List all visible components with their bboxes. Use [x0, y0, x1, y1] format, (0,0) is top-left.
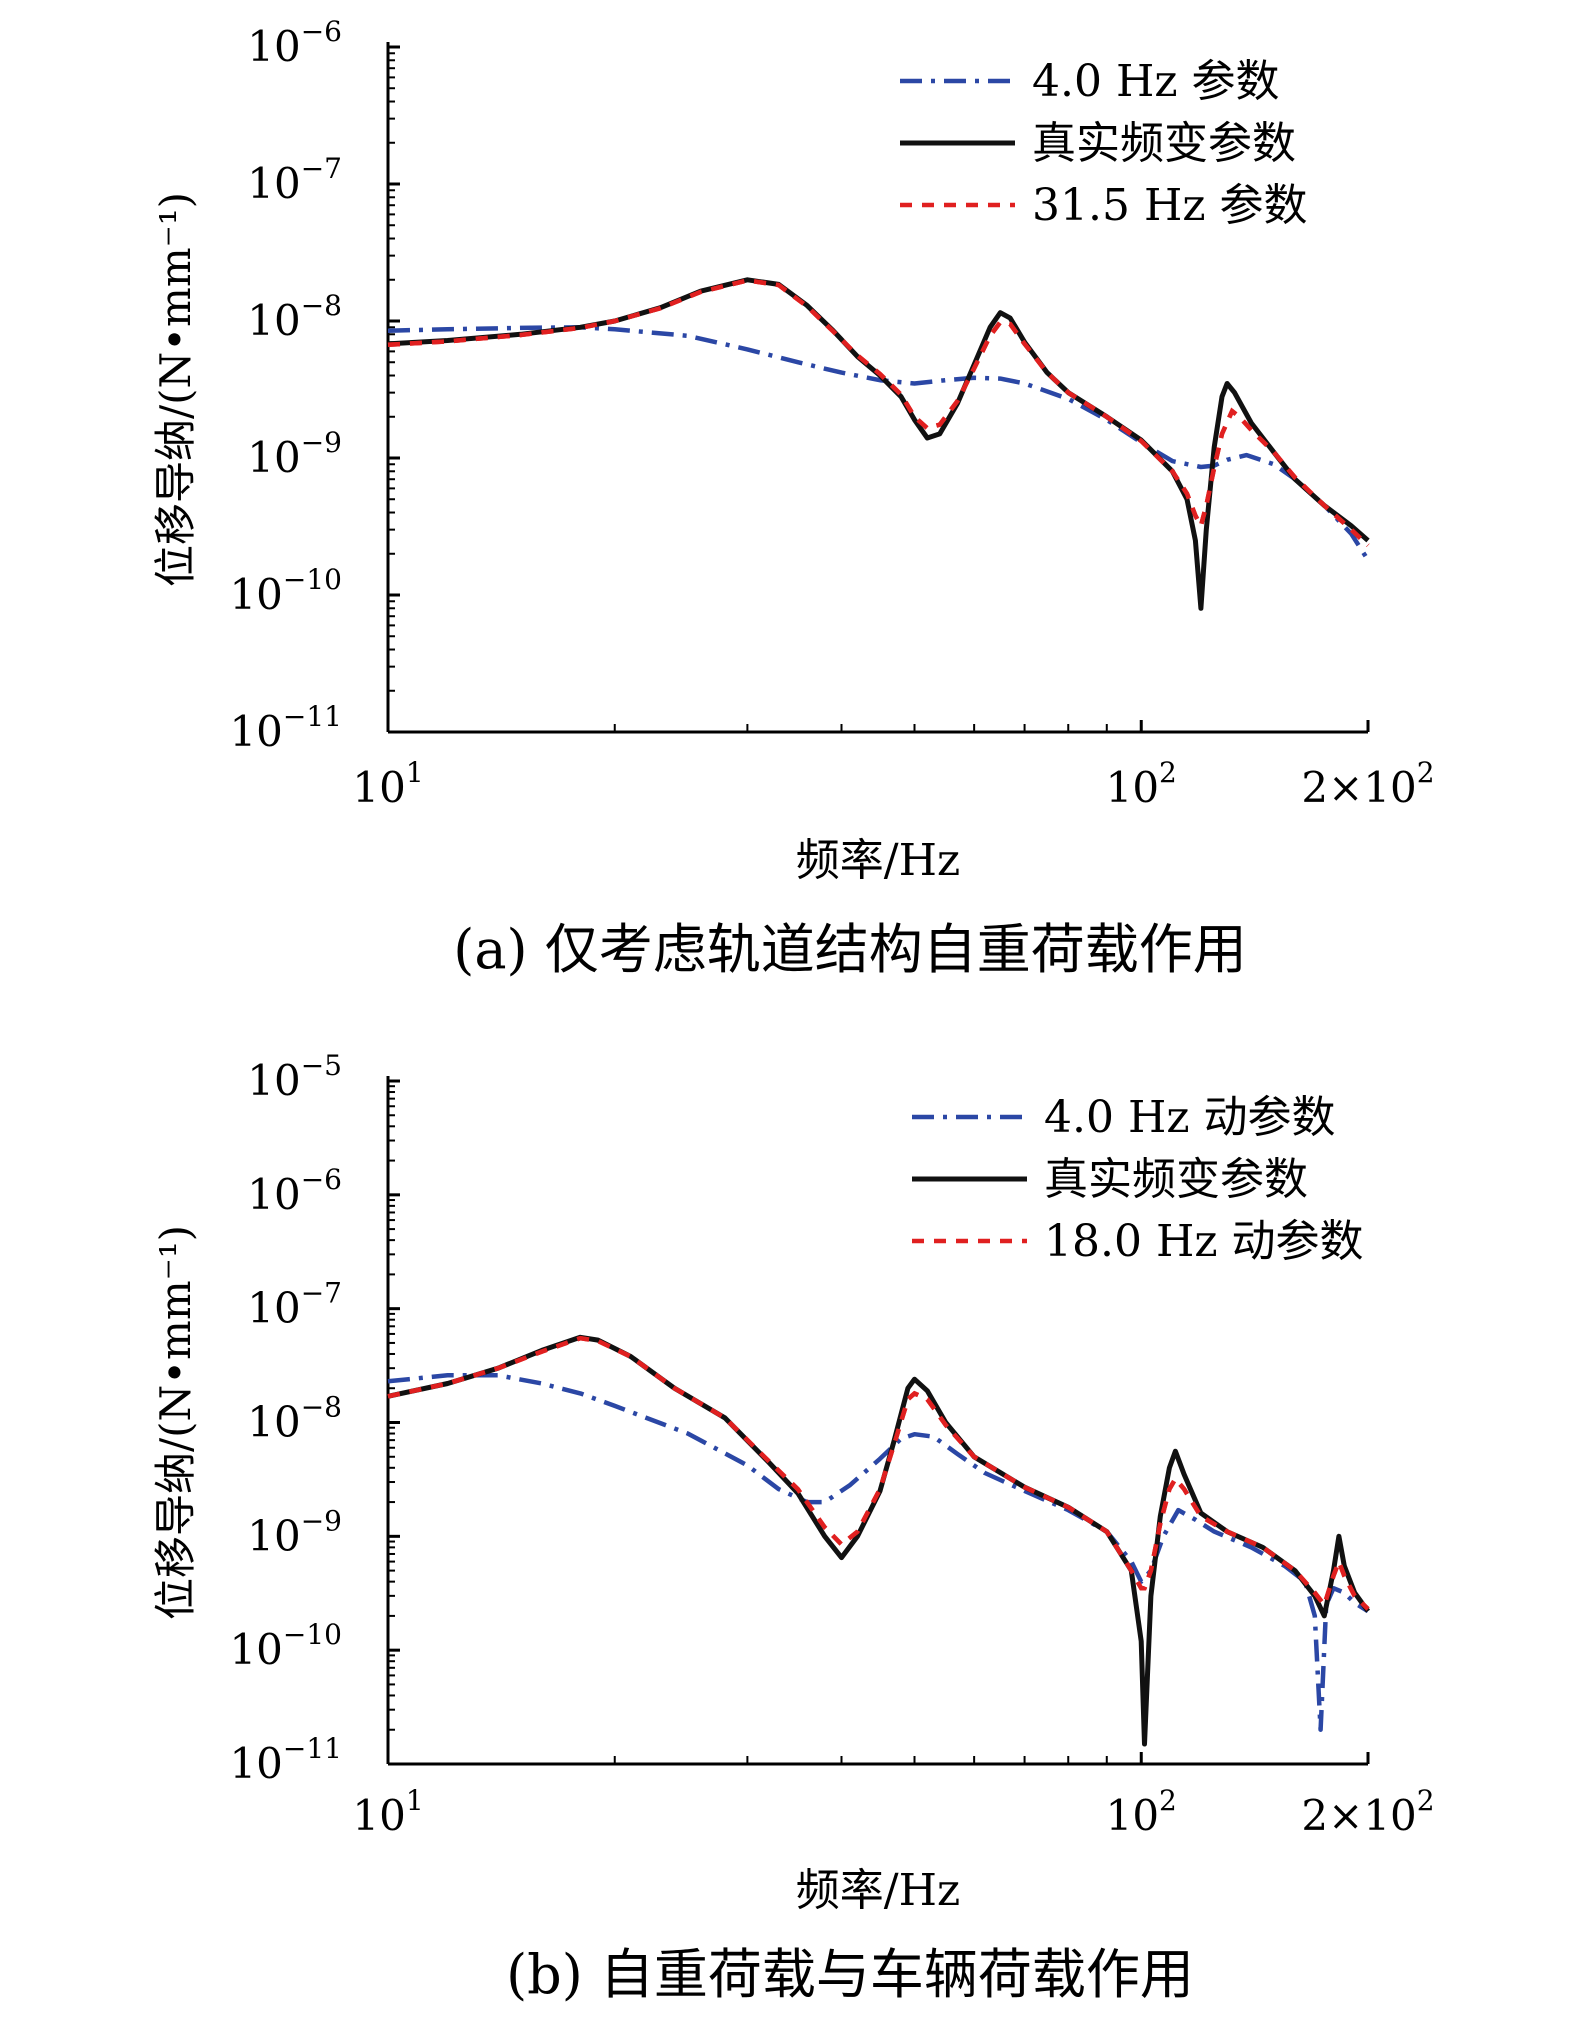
x-tick-label: 102: [1106, 756, 1177, 812]
legend-label: 18.0 Hz 动参数: [1044, 1216, 1364, 1267]
x-tick-label: 101: [352, 756, 423, 812]
y-tick-label: 10−5: [247, 1049, 342, 1105]
series-line-2: [387, 1334, 1371, 1747]
legend-label: 4.0 Hz 参数: [1032, 56, 1280, 107]
y-tick-label: 10−9: [247, 1504, 342, 1560]
legend-label: 真实频变参数: [1044, 1154, 1308, 1205]
series-line-1: [387, 325, 1370, 562]
y-tick-label: 10−7: [247, 152, 342, 208]
legend-label: 4.0 Hz 动参数: [1044, 1092, 1336, 1143]
x-axis-label: 频率/Hz: [796, 1865, 960, 1916]
y-tick-label: 10−6: [247, 15, 342, 71]
y-axis-label: 位移导纳/(N•mm⁻¹): [151, 1225, 200, 1620]
chart-caption: (b) 自重荷载与车辆荷载作用: [506, 1943, 1194, 2006]
series-line-overlay: [387, 1335, 1370, 1611]
y-tick-label: 10−10: [229, 1618, 342, 1674]
series-line-overlay: [387, 278, 1370, 548]
x-axis-label: 频率/Hz: [796, 835, 960, 886]
y-tick-label: 10−8: [247, 1391, 342, 1447]
x-tick-label: 102: [1106, 1784, 1177, 1840]
x-tick-label: 2×102: [1301, 1784, 1434, 1840]
y-tick-label: 10−9: [247, 426, 342, 482]
y-tick-label: 10−8: [247, 289, 342, 345]
legend-label: 真实频变参数: [1032, 118, 1296, 169]
y-axis-label: 位移导纳/(N•mm⁻¹): [151, 192, 200, 587]
y-tick-label: 10−6: [247, 1163, 342, 1219]
y-tick-label: 10−10: [229, 563, 342, 619]
chart-caption: (a) 仅考虑轨道结构自重荷载作用: [453, 918, 1247, 981]
series-line-3: [387, 1335, 1370, 1611]
series-line-1: [387, 1373, 1370, 1732]
legend-label: 31.5 Hz 参数: [1032, 180, 1308, 231]
x-tick-label: 101: [352, 1784, 423, 1840]
y-tick-label: 10−7: [247, 1277, 342, 1333]
x-tick-label: 2×102: [1301, 756, 1434, 812]
y-tick-label: 10−11: [229, 1732, 342, 1788]
y-tick-label: 10−11: [229, 700, 342, 756]
